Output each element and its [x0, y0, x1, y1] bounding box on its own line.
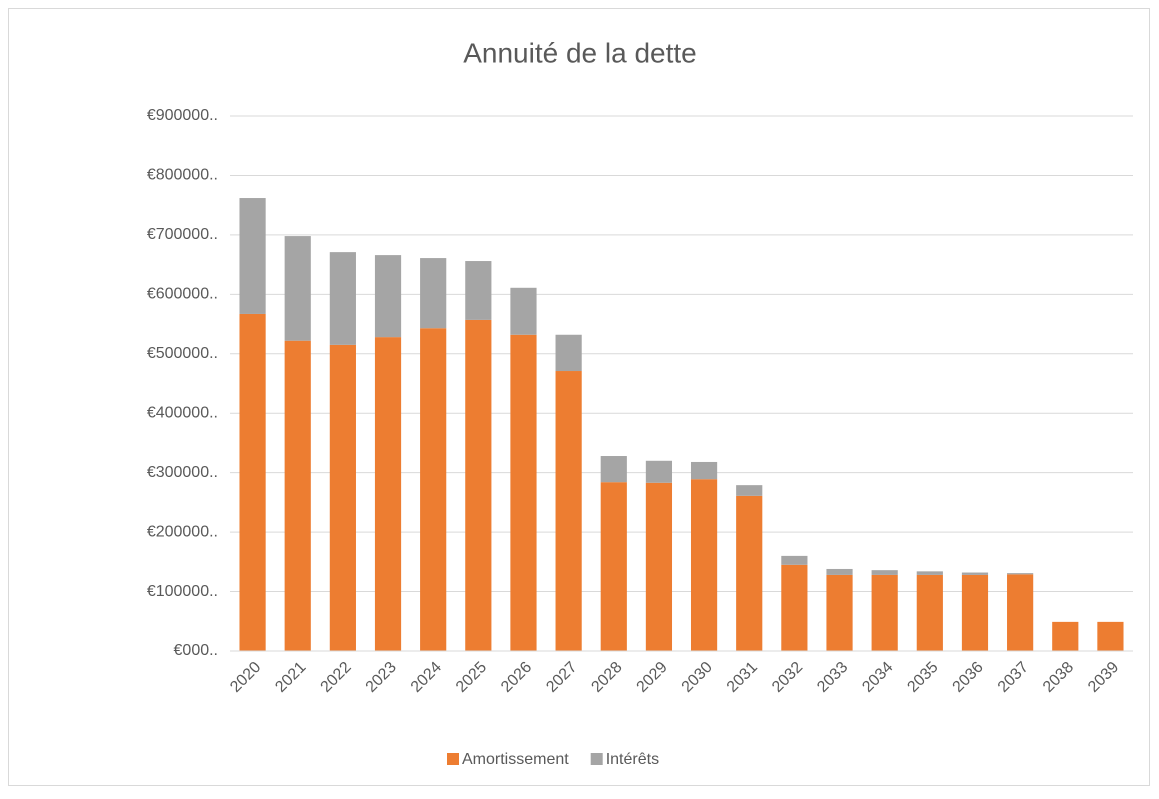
bar-segment — [284, 236, 311, 341]
bar-segment — [916, 571, 943, 575]
bar-segment — [239, 198, 266, 314]
legend-label: Amortissement — [462, 751, 569, 768]
bar-segment — [871, 570, 898, 575]
y-tick-label: €900000.. — [147, 107, 218, 124]
bar-segment — [961, 572, 989, 575]
y-tick-label: €100000.. — [147, 583, 218, 600]
bar-segment — [690, 479, 718, 651]
legend-swatch — [590, 753, 603, 765]
bar-segment — [736, 485, 763, 496]
bar-segment — [690, 461, 718, 480]
bar-segment — [510, 287, 537, 335]
chart-title: Annuité de la dette — [463, 37, 697, 68]
bar-segment — [645, 460, 673, 483]
bar-segment — [329, 252, 356, 345]
bar-segment — [871, 574, 898, 651]
bar-segment — [239, 313, 266, 651]
bar-segment — [1052, 621, 1079, 651]
legend-swatch — [447, 753, 459, 765]
bar-segment — [645, 482, 673, 651]
bar-segment — [736, 495, 763, 651]
bar-segment — [600, 456, 627, 483]
bar-segment — [555, 334, 582, 372]
y-tick-label: €000.. — [174, 642, 218, 659]
bar-segment — [420, 328, 447, 651]
y-tick-label: €800000.. — [147, 167, 218, 184]
bar-segment — [826, 568, 853, 575]
bar-segment — [555, 371, 582, 651]
bar-segment — [781, 555, 808, 565]
bar-segment — [465, 319, 492, 651]
y-tick-label: €700000.. — [147, 226, 218, 243]
legend-label: Intérêts — [606, 751, 659, 768]
bar-segment — [329, 344, 356, 651]
bar-segment — [374, 255, 402, 338]
y-tick-label: €200000.. — [147, 523, 218, 540]
y-tick-label: €300000.. — [147, 464, 218, 481]
bar-segment — [916, 574, 943, 651]
bar-segment — [420, 258, 447, 329]
bar-segment — [781, 564, 808, 651]
y-tick-label: €400000.. — [147, 404, 218, 421]
bar-segment — [284, 340, 311, 651]
y-tick-label: €500000.. — [147, 345, 218, 362]
y-tick-label: €600000.. — [147, 286, 218, 303]
bar-segment — [1007, 574, 1034, 651]
bar-segment — [1097, 621, 1124, 651]
bar-segment — [826, 574, 853, 651]
bar-segment — [1007, 573, 1034, 575]
bar-segment — [374, 337, 402, 651]
bar-segment — [961, 574, 989, 651]
bar-segment — [600, 482, 627, 651]
bar-segment — [510, 334, 537, 651]
bar-segment — [465, 261, 492, 320]
